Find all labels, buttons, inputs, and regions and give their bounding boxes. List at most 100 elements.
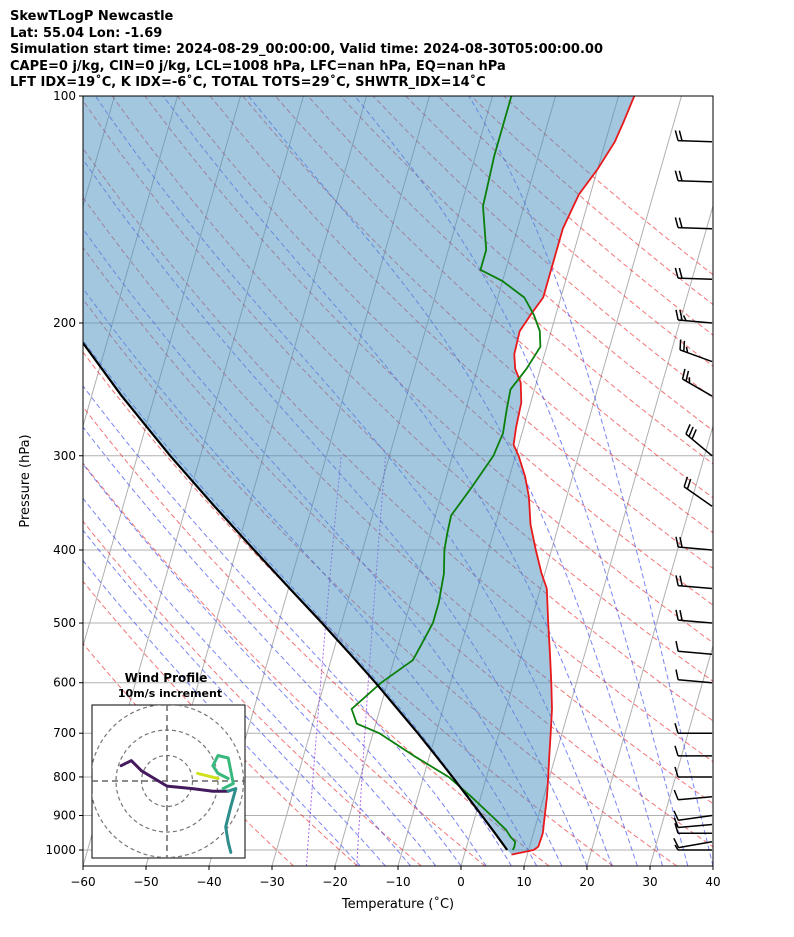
wind-barb-feather bbox=[674, 723, 679, 734]
moist-adiabat-line bbox=[83, 463, 437, 866]
x-tick-label: 0 bbox=[457, 875, 465, 889]
wind-barb-feather bbox=[674, 170, 679, 181]
wind-barb-feather bbox=[675, 609, 679, 621]
wind-barb-shaft bbox=[678, 650, 713, 655]
profile-lines bbox=[83, 96, 636, 856]
wind-barb-feather bbox=[673, 837, 680, 848]
hodograph-trace bbox=[211, 754, 235, 791]
y-tick-label: 300 bbox=[53, 449, 76, 463]
wind-barb-shaft bbox=[678, 679, 713, 684]
y-tick-label: 800 bbox=[53, 770, 76, 784]
wind-barb bbox=[673, 837, 713, 849]
moist-adiabat-line bbox=[83, 426, 462, 866]
wind-barb-feather bbox=[679, 536, 683, 548]
wind-barb-feather bbox=[674, 217, 679, 228]
dry-adiabat-line bbox=[83, 298, 678, 866]
y-axis-label: Pressure (hPa) bbox=[18, 434, 33, 527]
dewpoint-line bbox=[350, 96, 542, 851]
x-tick-label: 20 bbox=[579, 875, 594, 889]
wind-barb-shaft bbox=[677, 139, 713, 143]
wind-barb bbox=[683, 476, 713, 507]
y-tick-label: 100 bbox=[53, 89, 76, 103]
wind-barb-feather bbox=[686, 478, 692, 490]
wind-barb-feather bbox=[674, 844, 679, 851]
wind-barb-feather bbox=[679, 339, 682, 350]
wind-barb bbox=[674, 723, 712, 734]
temperature-line bbox=[511, 96, 636, 856]
wind-barb-shaft bbox=[678, 796, 713, 801]
wind-barb bbox=[673, 789, 713, 801]
y-tick-label: 500 bbox=[53, 616, 76, 630]
wind-barb-feather bbox=[685, 370, 690, 382]
time-line: Simulation start time: 2024-08-29_00:00:… bbox=[10, 42, 603, 57]
hodograph-trace bbox=[119, 759, 230, 793]
wind-barb-shaft bbox=[678, 814, 713, 821]
dry-adiabat-line bbox=[307, 96, 713, 465]
hodograph-title: Wind Profile bbox=[125, 671, 208, 685]
wind-barb-feather bbox=[679, 309, 683, 321]
wind-barb-feather bbox=[674, 745, 679, 757]
wind-barb bbox=[674, 170, 713, 183]
x-tick-label: −10 bbox=[385, 875, 410, 889]
convective-params-line: CAPE=0 j/kg, CIN=0 j/kg, LCL=1008 hPa, L… bbox=[10, 58, 506, 74]
wind-barb bbox=[674, 823, 712, 834]
wind-barb-shaft bbox=[677, 277, 713, 281]
wind-barb bbox=[674, 130, 713, 143]
stability-indices-line: LFT IDX=19˚C, K IDX=-6˚C, TOTAL TOTS=29˚… bbox=[10, 75, 486, 90]
wind-barb bbox=[679, 339, 713, 363]
moist-adiabat-line bbox=[354, 96, 689, 866]
moist-adiabat-line bbox=[83, 529, 386, 866]
wind-barb bbox=[685, 424, 713, 457]
wind-barb bbox=[673, 810, 713, 821]
wind-barb-shaft bbox=[678, 584, 713, 590]
wind-barb bbox=[673, 817, 713, 829]
wind-barb bbox=[675, 309, 713, 324]
wind-barb bbox=[675, 536, 713, 551]
x-tick-label: −20 bbox=[322, 875, 347, 889]
cin-shaded-area bbox=[83, 96, 635, 855]
axes: −60 −50 −40 −30 −20 −10 0 10 20 30 40 1000 900 800 700… bbox=[45, 89, 720, 889]
wind-barb-feather bbox=[674, 766, 679, 778]
y-tick-label: 200 bbox=[53, 316, 76, 330]
x-tick-label: 40 bbox=[705, 875, 720, 889]
dry-adiabat-line bbox=[83, 642, 294, 866]
wind-barb bbox=[675, 609, 713, 624]
hodograph-trace bbox=[224, 787, 238, 854]
x-tick-label: −50 bbox=[133, 875, 158, 889]
wind-barb-feather bbox=[678, 170, 683, 182]
location-line: Lat: 55.04 Lon: -1.69 bbox=[10, 25, 163, 41]
wind-barb bbox=[674, 766, 712, 778]
wind-barb-shaft bbox=[682, 378, 713, 397]
wind-barb-shaft bbox=[678, 546, 713, 551]
wind-barb-feather bbox=[683, 476, 689, 487]
wind-barb-feather bbox=[688, 426, 694, 437]
wind-barb-feather bbox=[675, 575, 679, 586]
isotherm-line bbox=[776, 96, 794, 866]
dry-adiabat-line bbox=[83, 580, 358, 866]
isotherm-line bbox=[712, 864, 713, 866]
hodograph-inset: Wind Profile 10m/s increment bbox=[91, 671, 246, 859]
wind-barb-shaft bbox=[678, 319, 713, 324]
wind-barb-feather bbox=[681, 368, 686, 380]
wind-barb bbox=[675, 575, 713, 590]
wind-barb bbox=[674, 844, 712, 851]
wind-barb bbox=[674, 267, 713, 281]
wind-barb-feather bbox=[673, 810, 680, 821]
wind-barb-feather bbox=[675, 536, 679, 548]
wind-barb-feather bbox=[678, 217, 683, 228]
wind-barb-shaft bbox=[685, 433, 713, 457]
x-axis-label: Temperature (˚C) bbox=[341, 896, 454, 912]
wind-barb-feather bbox=[678, 267, 683, 279]
dry-adiabat-line bbox=[340, 96, 713, 432]
hodograph-trace bbox=[196, 771, 220, 780]
wind-barb-feather bbox=[682, 315, 687, 322]
wind-barb-feather bbox=[679, 575, 683, 587]
wind-barb bbox=[674, 217, 713, 230]
wind-barb bbox=[675, 640, 713, 655]
isotherm-line bbox=[649, 644, 713, 866]
wind-barb-feather bbox=[675, 640, 679, 652]
y-tick-label: 600 bbox=[53, 676, 76, 690]
wind-barb-shaft bbox=[683, 486, 713, 507]
moist-adiabat-line bbox=[83, 497, 411, 866]
